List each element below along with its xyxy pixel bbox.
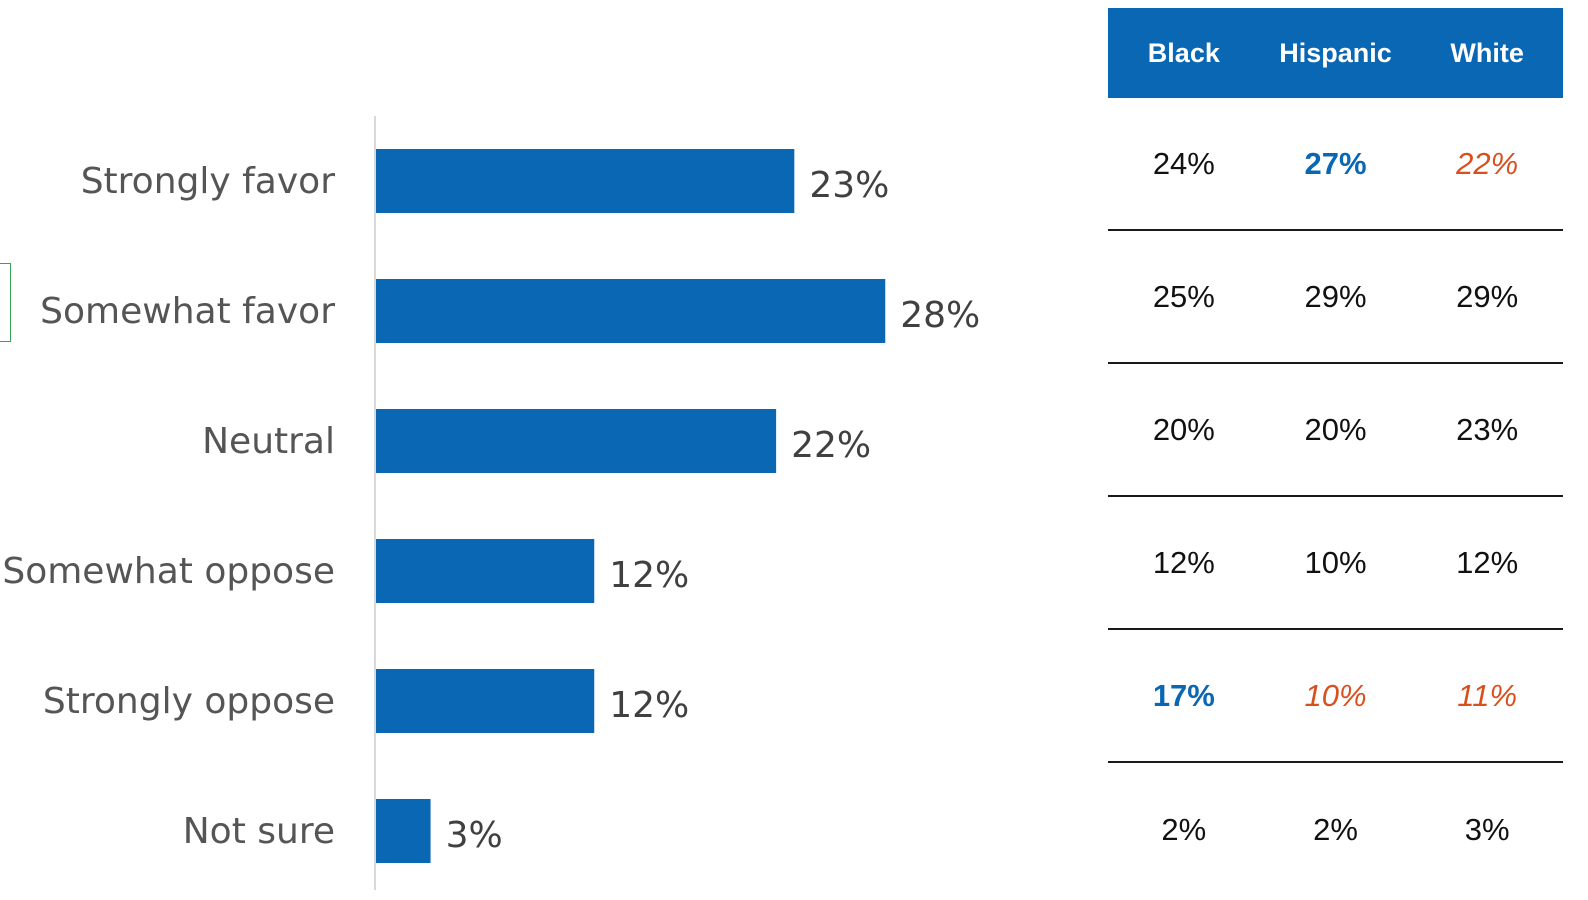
cell-hispanic: 27%	[1304, 145, 1367, 181]
cell-black: 17%	[1152, 677, 1215, 713]
cell-white: 3%	[1464, 811, 1510, 847]
cell-hispanic: 2%	[1313, 811, 1358, 847]
table-row: 20% 20% 23%	[1108, 364, 1563, 497]
data-label: 23%	[809, 165, 889, 206]
demographic-table: Black Hispanic White 24% 27% 22% 25% 29% 29% 2…	[1108, 8, 1563, 896]
cell-black: 25%	[1152, 278, 1215, 314]
category-label: Somewhat favor	[40, 291, 335, 332]
column-header-black: Black	[1147, 37, 1220, 68]
bar-chart: Strongly favor 23% Somewhat favor 28% Neutra…	[2, 116, 980, 890]
cell-white: 29%	[1456, 278, 1519, 314]
bar-chart-svg: Strongly favor 23% Somewhat favor 28% Neutra…	[2, 116, 980, 890]
category-label: Not sure	[183, 811, 335, 852]
category-label: Strongly favor	[81, 161, 335, 202]
category-label: Strongly oppose	[43, 681, 335, 722]
data-label: 12%	[609, 555, 689, 596]
bar	[376, 149, 795, 213]
cell-white: 23%	[1456, 411, 1519, 447]
data-label: 12%	[609, 685, 689, 726]
category-label: Somewhat oppose	[2, 551, 335, 592]
data-label: 3%	[446, 815, 503, 856]
cell-white: 12%	[1456, 544, 1519, 580]
bar	[376, 539, 595, 603]
cell-hispanic: 10%	[1304, 677, 1367, 713]
data-label: 22%	[791, 425, 871, 466]
table-row: 17% 10% 11%	[1108, 630, 1563, 763]
selection-bracket	[0, 263, 11, 342]
cell-black: 2%	[1161, 811, 1207, 847]
bar	[376, 279, 886, 343]
cell-white: 11%	[1457, 677, 1518, 713]
bar	[376, 669, 595, 733]
cell-black: 12%	[1152, 544, 1215, 580]
table-row: 2% 2% 3%	[1108, 763, 1563, 896]
cell-black: 24%	[1152, 145, 1215, 181]
cell-hispanic: 29%	[1304, 278, 1367, 314]
data-label: 28%	[900, 295, 980, 336]
cell-hispanic: 20%	[1304, 411, 1367, 447]
bar	[376, 799, 431, 863]
table-row: 25% 29% 29%	[1108, 231, 1563, 364]
table-row: 24% 27% 22%	[1108, 98, 1563, 231]
category-label: Neutral	[202, 421, 335, 462]
cell-hispanic: 10%	[1304, 544, 1367, 580]
column-header-white: White	[1450, 37, 1524, 68]
column-header-hispanic: Hispanic	[1279, 37, 1392, 68]
table-body: 24% 27% 22% 25% 29% 29% 20% 20% 23% 12% 10% 12% 17% 1…	[1108, 98, 1563, 896]
table-row: 12% 10% 12%	[1108, 497, 1563, 630]
cell-black: 20%	[1152, 411, 1215, 447]
bar	[376, 409, 777, 473]
cell-white: 22%	[1456, 145, 1519, 181]
table-header: Black Hispanic White	[1108, 8, 1563, 98]
